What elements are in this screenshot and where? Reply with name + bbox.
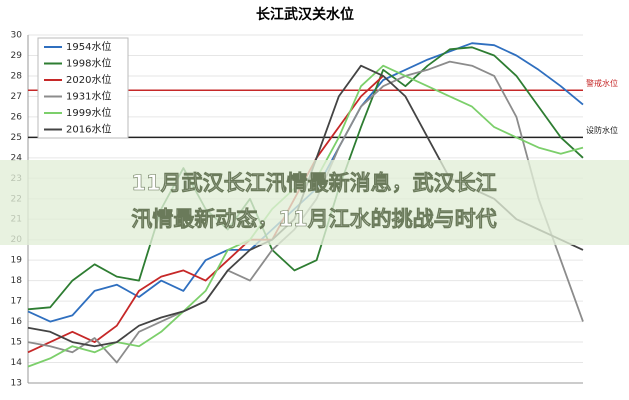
chart-title: 长江武汉关水位 [256, 6, 354, 23]
reference-label: 设防水位 [586, 125, 618, 135]
y-tick-label: 14 [11, 358, 23, 368]
y-tick-label: 18 [11, 276, 23, 286]
legend-label: 1999水位 [66, 106, 111, 119]
y-tick-label: 13 [11, 379, 22, 389]
legend-label: 2020水位 [66, 73, 111, 86]
y-tick-label: 16 [11, 317, 23, 327]
y-tick-label: 29 [11, 51, 23, 61]
legend-label: 1954水位 [66, 40, 111, 53]
y-tick-label: 24 [11, 153, 23, 163]
y-tick-label: 25 [11, 133, 22, 143]
series-line [27, 46, 584, 311]
y-tick-label: 19 [11, 256, 23, 266]
overlay-headline: 汛情最新动态，11月江水的挑战与时代 [131, 207, 496, 231]
overlay-band [0, 160, 629, 245]
y-tick-label: 27 [11, 92, 22, 102]
y-tick-label: 26 [11, 112, 23, 122]
series-line [27, 75, 384, 354]
legend-label: 2016水位 [66, 123, 111, 136]
y-tick-label: 28 [11, 71, 23, 81]
y-tick-label: 15 [11, 338, 22, 348]
legend-box [37, 37, 129, 139]
overlay-headline: 11月武汉长江汛情最新消息，武汉长江 [131, 171, 496, 195]
reference-label: 警戒水位 [586, 78, 618, 88]
y-tick-label: 17 [11, 297, 22, 307]
legend-label: 1931水位 [66, 90, 111, 103]
y-tick-label: 30 [11, 31, 23, 41]
legend-label: 1998水位 [66, 57, 111, 70]
